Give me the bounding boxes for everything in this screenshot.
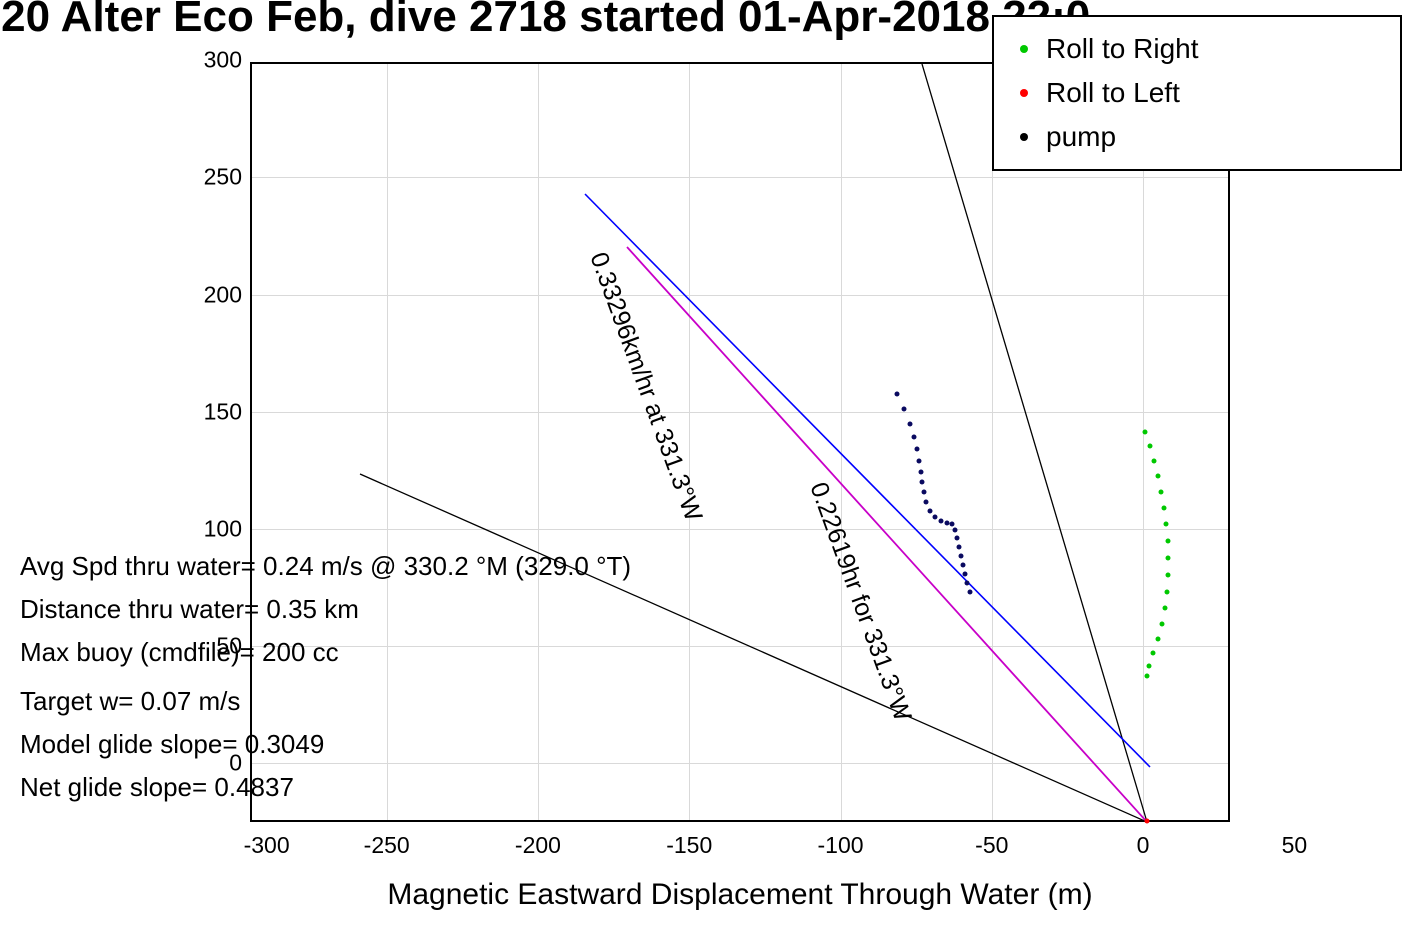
- x-tick--200: -200: [515, 832, 561, 859]
- gridline-y-150: [252, 412, 1228, 413]
- legend-label-roll-left: Roll to Left: [1046, 77, 1180, 109]
- legend-item-pump: pump: [1014, 115, 1380, 159]
- roll-left-marker: [1020, 89, 1028, 97]
- y-tick-150: 150: [182, 398, 242, 425]
- x-tick-50: 50: [1282, 832, 1308, 859]
- x-axis-label: Magnetic Eastward Displacement Through W…: [250, 878, 1230, 912]
- roll-right-marker: [1020, 45, 1028, 53]
- stats-line-5: Net glide slope= 0.4837: [20, 766, 631, 809]
- legend-item-roll-right: Roll to Right: [1014, 27, 1380, 71]
- gridline-y-200: [252, 295, 1228, 296]
- y-tick-250: 250: [182, 164, 242, 191]
- legend-label-pump: pump: [1046, 121, 1116, 153]
- y-tick-200: 200: [182, 281, 242, 308]
- x-tick--100: -100: [817, 832, 863, 859]
- stats-text-block: Avg Spd thru water= 0.24 m/s @ 330.2 °M …: [20, 545, 631, 809]
- y-tick-300: 300: [182, 47, 242, 74]
- legend-label-roll-right: Roll to Right: [1046, 33, 1199, 65]
- stats-line-4: Model glide slope= 0.3049: [20, 723, 631, 766]
- legend-item-roll-left: Roll to Left: [1014, 71, 1380, 115]
- x-tick--150: -150: [666, 832, 712, 859]
- stats-line-2: Max buoy (cmdfile)= 200 cc: [20, 631, 631, 674]
- x-tick--50: -50: [975, 832, 1008, 859]
- diagonal-label-time: 0.22619hr for 331.3°W: [803, 479, 916, 726]
- y-tick-100: 100: [182, 515, 242, 542]
- gridline-y-250: [252, 177, 1228, 178]
- gridline-y-100: [252, 529, 1228, 530]
- stats-line-0: Avg Spd thru water= 0.24 m/s @ 330.2 °M …: [20, 545, 631, 588]
- stats-line-3: Target w= 0.07 m/s: [20, 680, 631, 723]
- x-tick--300: -300: [244, 832, 290, 859]
- stats-line-1: Distance thru water= 0.35 km: [20, 588, 631, 631]
- x-tick-0: 0: [1137, 832, 1150, 859]
- x-tick--250: -250: [364, 832, 410, 859]
- legend-box: Roll to Right Roll to Left pump: [992, 15, 1402, 171]
- pump-marker: [1020, 133, 1028, 141]
